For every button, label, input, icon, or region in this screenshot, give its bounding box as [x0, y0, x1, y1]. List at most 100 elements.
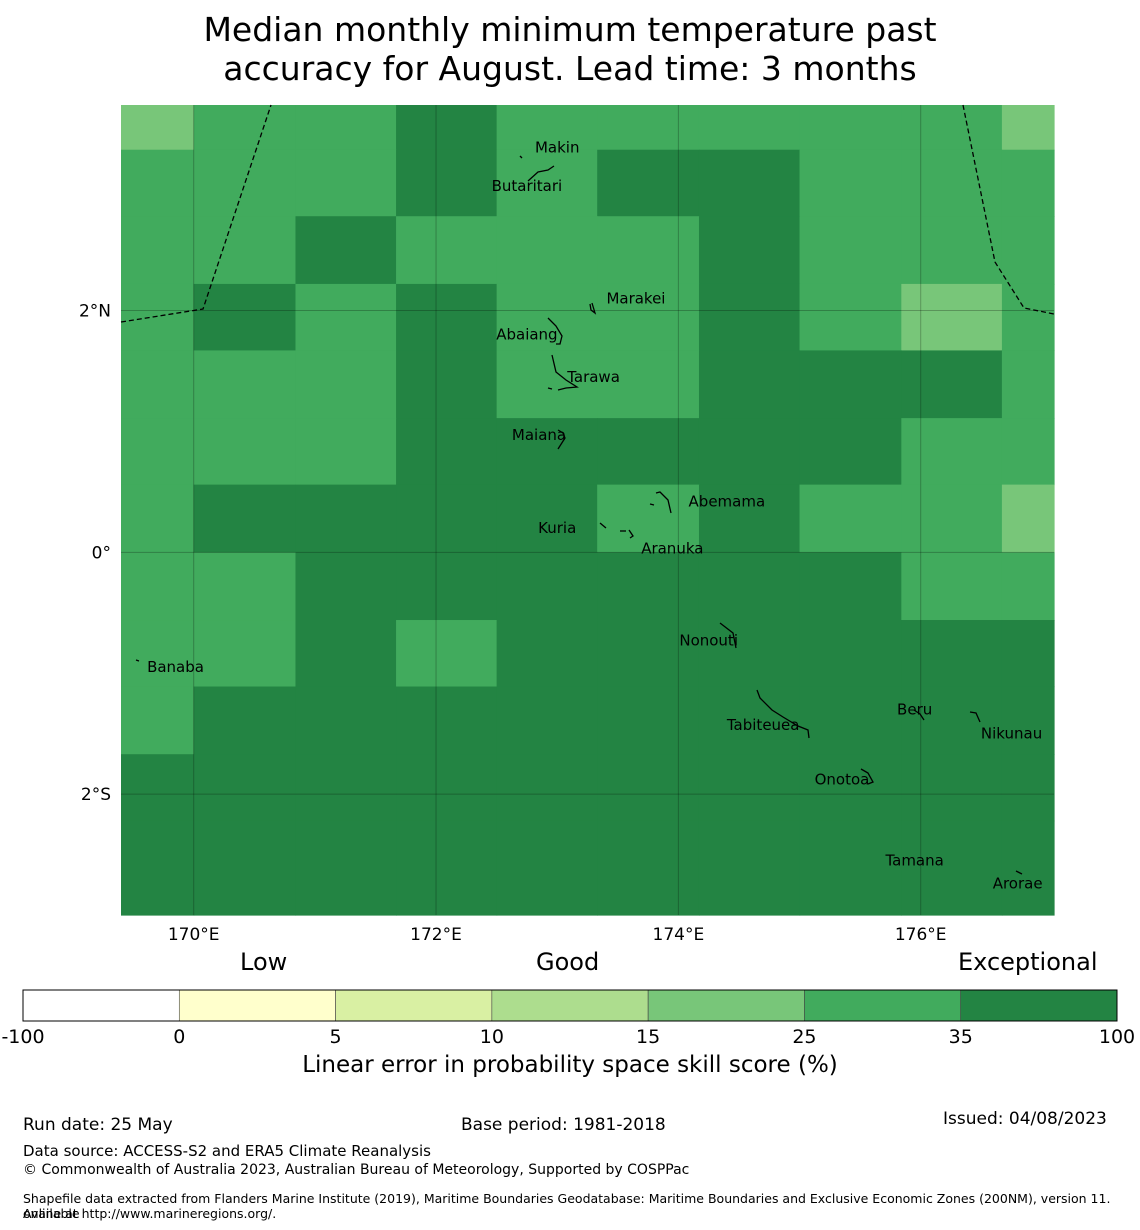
- skill-cell: [295, 820, 397, 916]
- skill-cell: [496, 754, 598, 822]
- skill-cell: [295, 149, 397, 217]
- skill-cell: [901, 686, 1003, 755]
- skill-cell: [698, 105, 801, 151]
- island-label: Makin: [535, 138, 580, 156]
- legend-good-label: Good: [536, 948, 600, 976]
- skill-cell: [597, 820, 700, 916]
- island-label: Tabiteuea: [726, 716, 800, 734]
- skill-cell: [121, 484, 195, 553]
- skill-cell: [295, 350, 397, 419]
- skill-cell: [698, 283, 801, 352]
- colorbar-outline: [22, 989, 1118, 1022]
- skill-cell: [799, 620, 902, 688]
- skill-cell: [121, 216, 195, 285]
- island-label: Kuria: [538, 519, 576, 537]
- skill-cell: [901, 216, 1003, 285]
- shapefile-line-1: Shapefile data extracted from Flanders M…: [23, 1191, 1111, 1221]
- skill-cell: [799, 149, 902, 217]
- title-line-2: accuracy for August. Lead time: 3 months: [223, 49, 917, 88]
- colorbar-title: Linear error in probability space skill …: [302, 1052, 838, 1078]
- skill-cell: [295, 620, 397, 688]
- skill-cell: [1001, 216, 1055, 285]
- skill-cell: [597, 484, 700, 553]
- skill-cell: [799, 686, 902, 755]
- skill-cell: [1001, 552, 1055, 621]
- colorbar-segment: [804, 989, 962, 1022]
- skill-cell: [121, 754, 195, 822]
- skill-cell: [496, 686, 598, 755]
- map-title: Median monthly minimum temperature past …: [0, 10, 1140, 88]
- skill-cell: [295, 552, 397, 621]
- skill-cell: [496, 820, 598, 916]
- eez-boundary: [120, 104, 272, 323]
- legend-low-label: Low: [240, 948, 288, 976]
- skill-cell: [1001, 820, 1055, 916]
- skill-cell: [901, 754, 1003, 822]
- island-label: Maiana: [512, 426, 566, 444]
- skill-cell: [496, 216, 598, 285]
- skill-cell: [1001, 283, 1055, 352]
- island-outline: [1015, 870, 1023, 875]
- skill-cell: [193, 820, 297, 916]
- skill-cell: [193, 484, 297, 553]
- island-label: Abaiang: [496, 326, 557, 344]
- colorbar-segment: [22, 989, 180, 1022]
- skill-cell: [496, 105, 598, 151]
- skill-cell: [1001, 418, 1055, 486]
- skill-cell: [193, 418, 297, 486]
- shapefile-line-2: online at http://www.marineregions.org/.: [23, 1206, 277, 1221]
- skill-cell: [698, 754, 801, 822]
- island-label: Nonouti: [679, 632, 738, 650]
- island-label: Onotoa: [815, 771, 870, 789]
- island-outline: [547, 317, 563, 345]
- skill-cell: [396, 820, 498, 916]
- island-label: Marakei: [606, 289, 665, 307]
- island-outline: [649, 503, 655, 506]
- skill-cell: [799, 105, 902, 151]
- skill-cell: [1001, 754, 1055, 822]
- skill-cell: [799, 484, 902, 553]
- skill-cell: [496, 283, 598, 352]
- island-outline: [756, 689, 810, 739]
- skill-cell: [193, 754, 297, 822]
- island-outline: [547, 387, 553, 390]
- colorbar-tick-label: -100: [1, 1026, 44, 1048]
- skill-cell: [295, 105, 397, 151]
- skill-cell: [698, 686, 801, 755]
- skill-cell: [193, 552, 297, 621]
- eez-boundary: [962, 104, 1055, 315]
- island-outline: [599, 522, 607, 529]
- lat-tick-label: 2°N: [79, 302, 111, 322]
- lon-tick-label: 170°E: [168, 925, 220, 945]
- skill-cell: [295, 418, 397, 486]
- copyright: © Commonwealth of Australia 2023, Austra…: [23, 1162, 690, 1178]
- colorbar-tick-label: 10: [480, 1026, 504, 1048]
- skill-cell: [799, 754, 902, 822]
- colorbar-segment: [647, 989, 805, 1022]
- skill-cell: [396, 484, 498, 553]
- skill-cell: [121, 418, 195, 486]
- skill-cell: [901, 552, 1003, 621]
- skill-cell: [1001, 105, 1055, 151]
- skill-cell: [496, 620, 598, 688]
- skill-cell: [799, 350, 902, 419]
- data-source: Data source: ACCESS-S2 and ERA5 Climate …: [23, 1142, 431, 1160]
- skill-cell: [698, 552, 801, 621]
- skill-cell: [799, 418, 902, 486]
- skill-cell: [799, 552, 902, 621]
- skill-cell: [396, 620, 498, 688]
- skill-cell: [295, 283, 397, 352]
- skill-cell: [121, 620, 195, 688]
- island-outline: [969, 711, 981, 723]
- island-label: Butaritari: [492, 177, 563, 195]
- skill-cell: [799, 820, 902, 916]
- island-outline: [589, 302, 597, 315]
- skill-cell: [193, 620, 297, 688]
- skill-cell: [1001, 686, 1055, 755]
- skill-cell: [295, 686, 397, 755]
- colorbar-segment: [178, 989, 336, 1022]
- island-label: Nikunau: [981, 725, 1042, 743]
- skill-cell: [698, 216, 801, 285]
- skill-cell: [799, 283, 902, 352]
- skill-cell: [193, 105, 297, 151]
